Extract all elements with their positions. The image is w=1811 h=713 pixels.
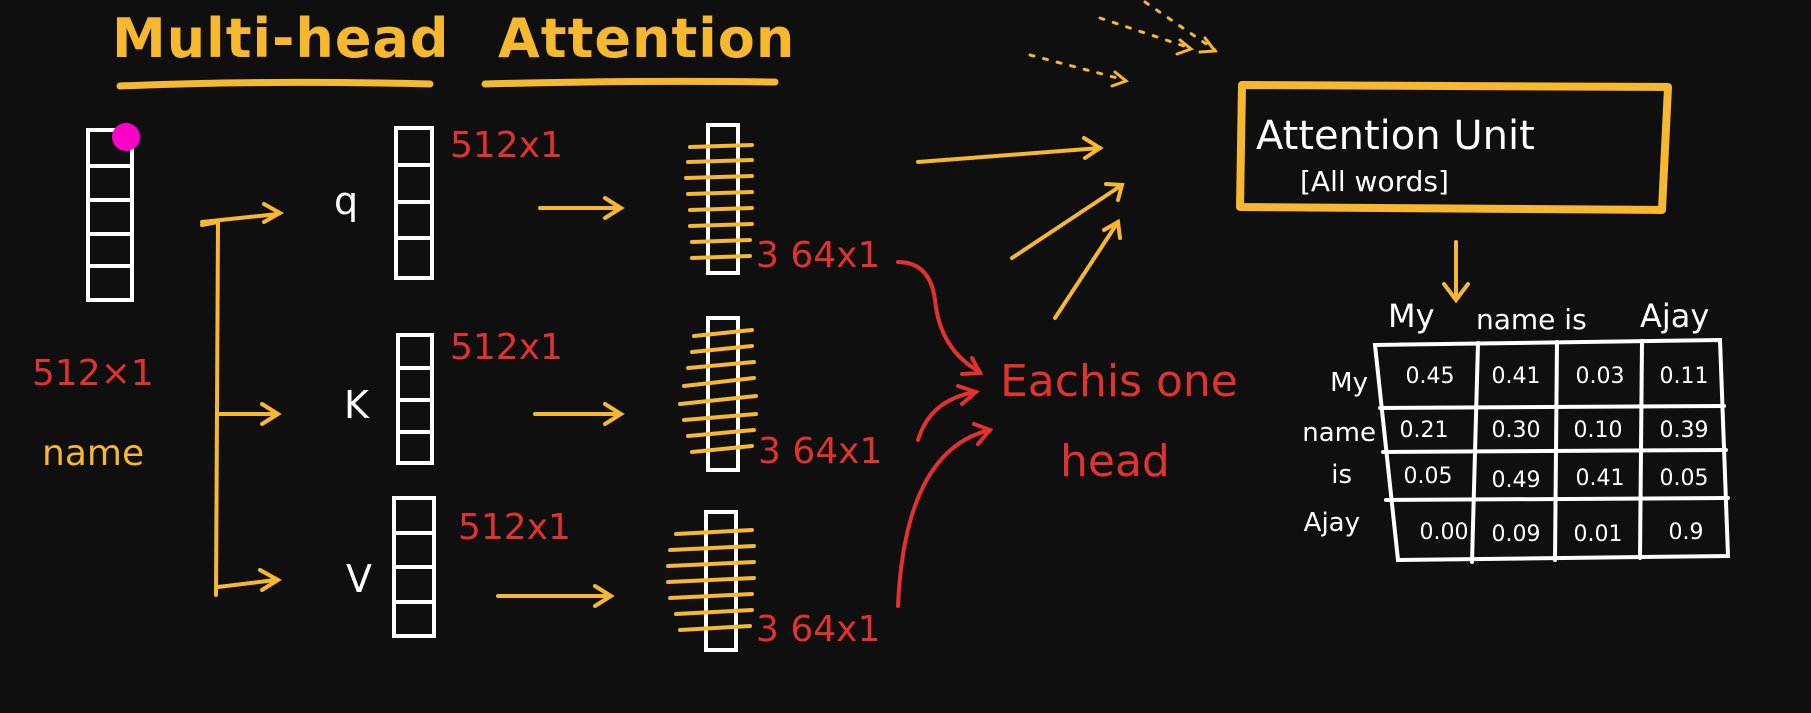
matrix-cell-r1c1: 0.45 [1405, 364, 1455, 389]
down-arrow [1442, 240, 1470, 304]
title-underline-2 [481, 77, 779, 88]
v-head-vector [666, 510, 756, 652]
attention-unit-title: Attention Unit [1256, 113, 1535, 159]
q-vector [394, 126, 434, 280]
matrix-cell-r4c2: 0.09 [1491, 522, 1541, 547]
matrix-col-header-3: Ajay [1640, 297, 1710, 335]
input-dim-label: 512×1 [32, 353, 154, 394]
v-head-dim-label: 3 64x1 [756, 609, 881, 650]
matrix-cell-r4c1: 0.00 [1419, 520, 1469, 545]
matrix-cell-r3c3: 0.41 [1575, 466, 1625, 491]
matrix-cell-r1c2: 0.41 [1491, 364, 1541, 389]
v-dim-label: 512x1 [458, 507, 571, 548]
title-attention: Attention [498, 7, 796, 70]
title-underline-1 [116, 78, 434, 90]
attention-unit-box [1236, 81, 1672, 214]
matrix-col-header-1: My [1388, 297, 1435, 335]
k-head-dim-label: 3 64x1 [758, 431, 883, 472]
arrows-to-attention [916, 136, 1125, 320]
middle-arrows [496, 196, 625, 608]
v-letter: V [346, 557, 372, 601]
k-letter: K [344, 383, 369, 427]
matrix-row-header-3: is [1331, 460, 1352, 490]
branch-arrows [200, 202, 285, 597]
matrix-cell-r1c4: 0.11 [1659, 364, 1709, 389]
matrix-row-header-4: Ajay [1303, 508, 1360, 538]
matrix-cell-r3c1: 0.05 [1403, 464, 1453, 489]
matrix-cell-r4c4: 0.9 [1668, 520, 1704, 545]
dotted-arrows [1028, 0, 1217, 82]
matrix-cell-r2c4: 0.39 [1659, 418, 1709, 443]
matrix-col-header-2: name is [1476, 303, 1587, 336]
v-vector [392, 496, 436, 638]
head-note-line1: Eachis one [1000, 356, 1238, 407]
matrix-cell-r2c2: 0.30 [1491, 418, 1541, 443]
q-letter: q [334, 179, 359, 223]
red-arrows [896, 260, 994, 608]
matrix-cell-r1c3: 0.03 [1575, 364, 1625, 389]
matrix-cell-r3c4: 0.05 [1659, 466, 1709, 491]
head-note-line2: head [1060, 436, 1170, 487]
matrix-cell-r3c2: 0.49 [1491, 468, 1541, 493]
k-dim-label: 512x1 [450, 327, 563, 368]
matrix-cell-r2c1: 0.21 [1399, 418, 1449, 443]
attention-unit-subtitle: [All words] [1300, 165, 1449, 198]
input-word-label: name [42, 433, 145, 474]
matrix-cell-r2c3: 0.10 [1573, 418, 1623, 443]
attention-matrix-grid [1372, 337, 1731, 564]
q-head-dim-label: 3 64x1 [756, 235, 881, 276]
k-vector [396, 333, 434, 465]
q-dim-label: 512x1 [450, 125, 563, 166]
k-head-vector [678, 316, 758, 472]
title-multi-head: Multi-head [112, 7, 450, 70]
matrix-cell-r4c3: 0.01 [1573, 522, 1623, 547]
input-vector [86, 128, 134, 302]
matrix-row-header-2: name [1302, 418, 1376, 448]
q-head-vector [684, 123, 754, 275]
matrix-row-header-1: My [1330, 368, 1368, 398]
cursor-dot [112, 123, 140, 151]
